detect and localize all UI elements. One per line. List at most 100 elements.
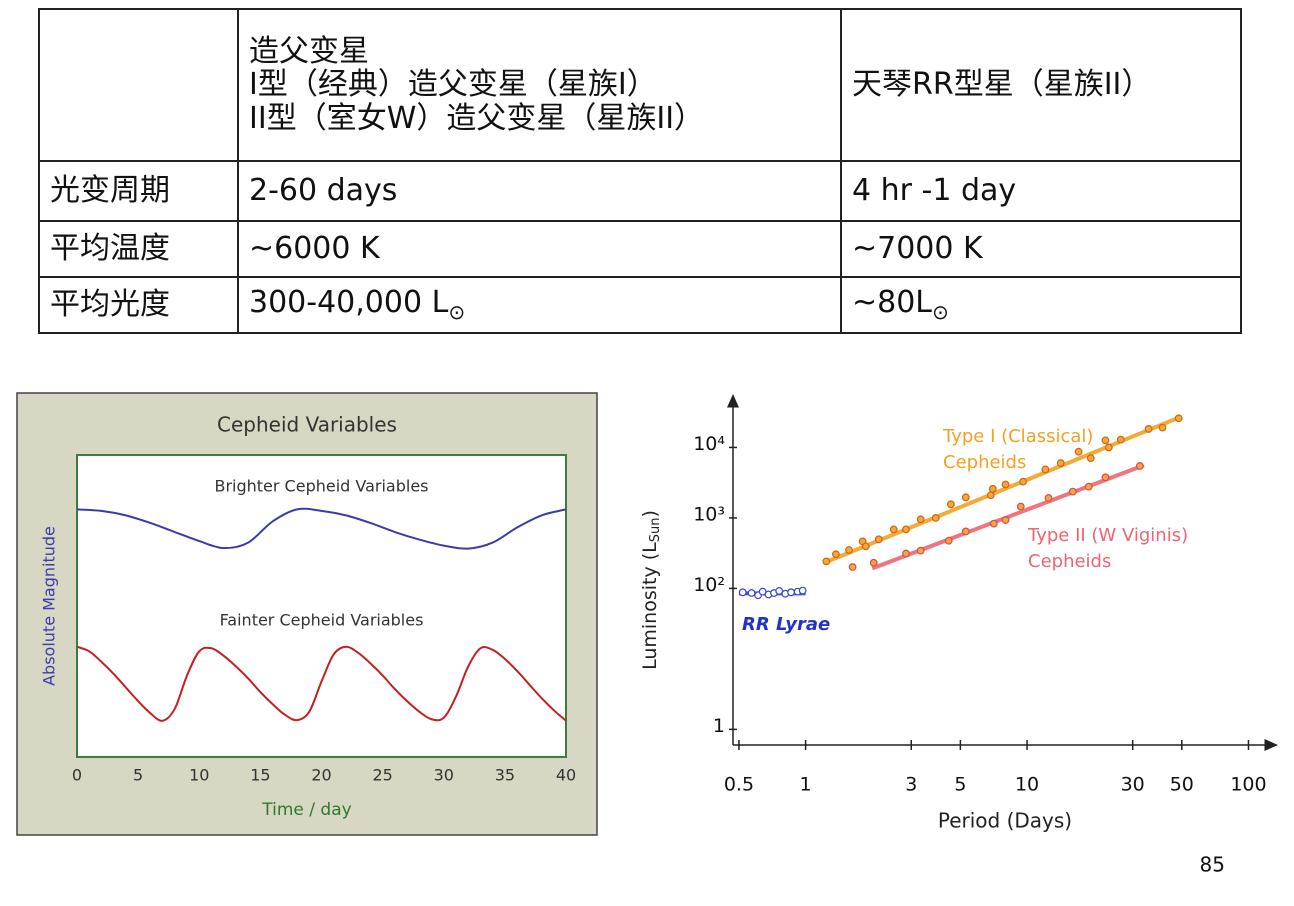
x-tick-label: 25 <box>372 766 392 785</box>
data-point <box>1001 480 1010 489</box>
cell: 300-40,000 L⊙ <box>237 276 842 334</box>
data-point <box>961 493 970 502</box>
row-label: 平均温度 <box>38 220 239 278</box>
cell: ~6000 K <box>237 220 842 278</box>
data-point <box>1101 436 1110 445</box>
data-point <box>1068 487 1077 496</box>
series-label: Fainter Cepheid Variables <box>220 611 424 630</box>
cell-text: ~80L <box>852 285 933 321</box>
header-cell: 天琴RR型星（星族II） <box>840 8 1242 162</box>
comparison-table: 造父变星 I型（经典）造父变星（星族I） II型（室女W）造父变星（星族II） … <box>38 8 1242 334</box>
cell-text: 300-40,000 L <box>249 285 449 321</box>
x-axis-label: Period (Days) <box>938 809 1072 833</box>
cell: ~80L⊙ <box>840 276 1242 334</box>
header-line: 天琴RR型星（星族II） <box>852 67 1152 103</box>
header-line: II型（室女W）造父变星（星族II） <box>249 100 705 136</box>
series-line <box>76 645 567 722</box>
cell: 2-60 days <box>237 160 842 222</box>
data-point <box>916 546 925 555</box>
cell: ~7000 K <box>840 220 1242 278</box>
row: 光变周期 2-60 days 4 hr -1 day <box>38 160 1242 222</box>
data-point <box>1019 477 1028 486</box>
x-tick-label: 30 <box>434 766 454 785</box>
data-point <box>1086 454 1095 463</box>
y-tick-label: 10⁴ <box>693 433 725 455</box>
data-point <box>989 519 998 528</box>
data-point <box>986 491 995 500</box>
data-point <box>988 484 997 493</box>
x-axis-label: Time / day <box>261 800 351 820</box>
data-point <box>1135 462 1144 470</box>
x-tick-label: 35 <box>495 766 515 785</box>
y-axis-label-sub: Sun <box>648 518 663 543</box>
data-point <box>1056 459 1065 467</box>
data-point <box>831 550 840 559</box>
data-point <box>1041 465 1050 474</box>
row-label: 平均光度 <box>38 276 239 334</box>
row-label: 光变周期 <box>38 160 239 222</box>
corner-cell <box>38 8 239 162</box>
y-tick-label: 10³ <box>693 503 725 525</box>
header-row: 造父变星 I型（经典）造父变星（星族I） II型（室女W）造父变星（星族II） … <box>38 8 1242 162</box>
data-point <box>1101 473 1110 482</box>
data-point <box>1074 447 1083 456</box>
data-point <box>1158 423 1167 432</box>
data-point <box>747 589 756 597</box>
x-tick-label: 0.5 <box>724 774 754 796</box>
y-tick-label: 10² <box>693 574 725 596</box>
row: 平均温度 ~6000 K ~7000 K <box>38 220 1242 278</box>
data-point <box>738 588 747 597</box>
x-tick-label: 0 <box>72 766 82 785</box>
y-axis-label-main: Luminosity (L <box>639 542 661 670</box>
data-point <box>1001 516 1010 524</box>
data-point <box>845 546 853 554</box>
x-tick-label: 15 <box>250 766 270 785</box>
data-point <box>1116 435 1125 444</box>
x-tick-label: 100 <box>1230 774 1266 796</box>
y-axis-label-end: ) <box>639 510 661 517</box>
data-point <box>902 525 910 534</box>
series-line <box>76 507 567 550</box>
plot-area <box>76 454 567 758</box>
data-point <box>1144 425 1153 433</box>
x-tick-label: 50 <box>1170 774 1194 796</box>
data-point <box>961 527 970 536</box>
header-line: I型（经典）造父变星（星族I） <box>249 67 657 103</box>
series-label: Type I (Classical) <box>942 426 1093 447</box>
series-label: Type II (W Viginis) <box>1027 525 1188 546</box>
y-axis-label: Absolute Magnitude <box>40 526 59 686</box>
data-point <box>874 535 883 544</box>
cell-sub: ⊙ <box>448 300 466 325</box>
data-point <box>1016 502 1025 511</box>
row: 平均光度 300-40,000 L⊙ ~80L⊙ <box>38 276 1242 334</box>
data-point <box>822 557 831 566</box>
data-point <box>775 587 784 595</box>
x-tick-label: 3 <box>905 774 917 796</box>
cell: 4 hr -1 day <box>840 160 1242 222</box>
series-label: Cepheids <box>1028 551 1111 572</box>
data-point <box>889 525 898 534</box>
data-point <box>1084 482 1093 491</box>
data-point <box>1104 443 1113 452</box>
data-point <box>869 558 878 567</box>
x-tick-label: 1 <box>800 774 812 796</box>
y-axis-label: Luminosity (LSun) <box>639 510 663 670</box>
x-tick-label: 30 <box>1121 774 1145 796</box>
series-label: RR Lyrae <box>742 614 830 635</box>
data-point <box>848 563 857 571</box>
page-number: 85 <box>1200 853 1225 877</box>
x-tick-label: 10 <box>189 766 209 785</box>
data-point <box>902 549 910 558</box>
series-label: Cepheids <box>943 452 1026 473</box>
x-tick-label: 20 <box>311 766 331 785</box>
series-label: Brighter Cepheid Variables <box>214 477 428 496</box>
data-point <box>931 514 940 522</box>
chart-title: Cepheid Variables <box>217 413 397 437</box>
x-tick-label: 5 <box>133 766 143 785</box>
data-point <box>916 515 925 524</box>
x-tick-label: 40 <box>556 766 576 785</box>
data-point <box>798 586 807 595</box>
data-point <box>861 542 870 551</box>
